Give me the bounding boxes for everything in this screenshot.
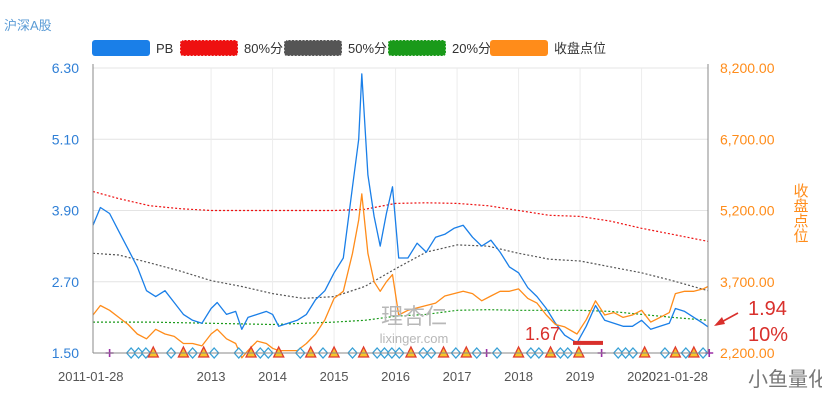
- legend-swatch: [284, 40, 342, 56]
- marker-triangle: [572, 345, 585, 358]
- y-left-tick: 3.90: [52, 203, 79, 219]
- x-tick: 2011-01-28: [58, 369, 124, 384]
- chart-title: 沪深A股: [4, 18, 52, 33]
- marker-triangle: [687, 345, 700, 358]
- marker-triangle: [328, 345, 341, 358]
- y-left-tick: 6.30: [52, 60, 79, 76]
- legend-label: 收盘点位: [554, 41, 606, 56]
- series-line-3: [92, 244, 709, 299]
- y-right-tick: 6,700.00: [720, 131, 775, 147]
- y-right-tick: 3,700.00: [720, 274, 775, 290]
- series-line-0: [92, 73, 709, 344]
- x-tick: 2015: [320, 369, 349, 384]
- percentile-lines: [92, 190, 709, 326]
- x-tick: 2013: [197, 369, 226, 384]
- y-left-tick: 1.50: [52, 345, 79, 361]
- min-marker-bar: [573, 340, 604, 345]
- legend-swatch: [388, 40, 446, 56]
- legend-swatch: [490, 40, 548, 56]
- signal-markers: [105, 345, 714, 359]
- series-line-1: [92, 193, 709, 359]
- wechat-tag: 小鱼量化: [748, 368, 822, 391]
- x-tick: 2018: [504, 369, 533, 384]
- marker-triangle: [460, 345, 473, 358]
- legend-label: PB: [156, 41, 173, 56]
- marker-triangle: [544, 345, 557, 358]
- marker-triangle: [147, 345, 160, 358]
- series-line-2: [92, 190, 709, 242]
- y-left-tick: 5.10: [52, 131, 79, 147]
- axis-ticks: 1.50 2.70 3.90 5.10 6.30 2,200.00 3,700.00 5,20…: [52, 60, 775, 384]
- y-right-label: 收盘点位: [792, 183, 809, 243]
- legend-swatch-border: [179, 39, 239, 57]
- annotation-percentile: 10%: [748, 324, 788, 346]
- x-tick: 2016: [381, 369, 410, 384]
- marker-triangle: [245, 345, 258, 358]
- x-tick: 2014: [258, 369, 287, 384]
- y-right-tick: 8,200.00: [720, 60, 775, 76]
- series-line-4: [93, 309, 709, 326]
- marker-triangle: [304, 345, 317, 358]
- x-tick: 2020: [627, 369, 656, 384]
- y-right-tick: 5,200.00: [720, 203, 775, 219]
- marker-triangle: [669, 345, 682, 358]
- legend-swatch-border: [387, 39, 447, 57]
- marker-triangle: [638, 345, 651, 358]
- legend-swatch: [180, 40, 238, 56]
- legend: PB 80%分位点 50%分位点 20%分位点 收盘点位: [92, 39, 606, 57]
- y-right-tick: 2,200.00: [720, 345, 775, 361]
- marker-triangle: [437, 345, 450, 358]
- marker-triangle: [404, 345, 418, 358]
- marker-triangle: [512, 345, 525, 358]
- y-left-tick: 2.70: [52, 274, 79, 290]
- legend-swatch: [92, 40, 150, 56]
- legend-swatch-border: [283, 39, 343, 57]
- x-tick: 2017: [443, 369, 472, 384]
- watermark-logo: 理杏仁: [381, 304, 447, 329]
- watermark: 理杏仁 lixinger.com: [380, 304, 449, 346]
- x-tick: 2021-01-28: [642, 369, 709, 384]
- annotation-arrow-head: [714, 317, 725, 326]
- annotation-min: 1.67: [525, 324, 560, 344]
- watermark-url: lixinger.com: [380, 331, 449, 346]
- marker-triangle: [272, 345, 285, 358]
- marker-triangle: [177, 345, 190, 358]
- annotations: 1.67 1.94 10%: [525, 298, 788, 346]
- annotation-current-pb: 1.94: [748, 298, 787, 320]
- x-tick: 2019: [566, 369, 595, 384]
- axes: [92, 64, 709, 354]
- marker-triangle: [357, 345, 370, 358]
- series-lines: [92, 73, 709, 359]
- marker-triangle: [197, 345, 210, 358]
